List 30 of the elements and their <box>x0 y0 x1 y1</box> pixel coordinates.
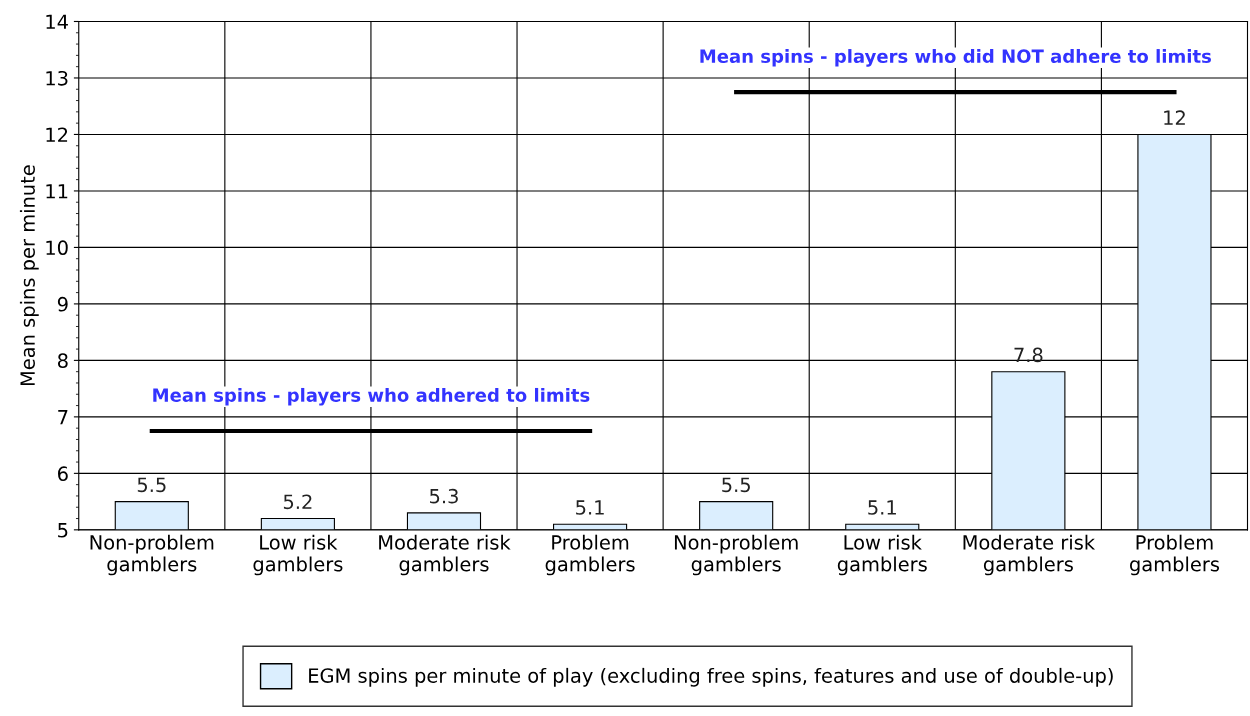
y-tick-label: 6 <box>58 466 68 482</box>
y-tick-label: 13 <box>46 70 68 86</box>
y-tick-label: 12 <box>46 127 68 142</box>
x-tick-label: Moderate risk gamblers <box>963 534 1096 576</box>
x-tick-label: Problem gamblers <box>1130 534 1220 576</box>
data-label: 5.1 <box>868 500 896 515</box>
data-label: 7.8 <box>1014 347 1043 363</box>
x-tick-label: Low risk gamblers <box>253 534 343 576</box>
x-tick-label: Low risk gamblers <box>837 534 927 576</box>
y-tick-label: 10 <box>46 240 68 256</box>
data-label: 5.1 <box>576 500 604 515</box>
legend-label: EGM spins per minute of play (excluding free spins, features and use of double-up) <box>309 667 1113 687</box>
y-axis-title: Mean spins per minute <box>19 165 39 386</box>
x-tick-label: Non-problem gamblers <box>90 534 214 576</box>
x-tick-label: Problem gamblers <box>545 534 635 576</box>
y-tick-label: 9 <box>57 296 68 312</box>
series-label: Mean spins - players who did NOT adhere to limits <box>700 49 1211 67</box>
y-tick-label: 5 <box>58 523 68 538</box>
data-label: 5.5 <box>722 477 750 493</box>
y-tick-label: 14 <box>46 14 68 29</box>
data-label: 12 <box>1164 110 1185 125</box>
x-tick-label: Non-problem gamblers <box>674 534 798 576</box>
data-label: 5.3 <box>430 488 458 504</box>
data-label: 5.5 <box>137 477 166 493</box>
series-label: Mean spins - players who adhered to limits <box>153 387 590 406</box>
y-tick-label: 11 <box>46 184 68 199</box>
y-tick-label: 7 <box>58 410 68 425</box>
y-tick-label: 8 <box>57 353 68 369</box>
data-label: 5.2 <box>283 494 312 510</box>
x-tick-label: Moderate risk gamblers <box>379 534 511 576</box>
